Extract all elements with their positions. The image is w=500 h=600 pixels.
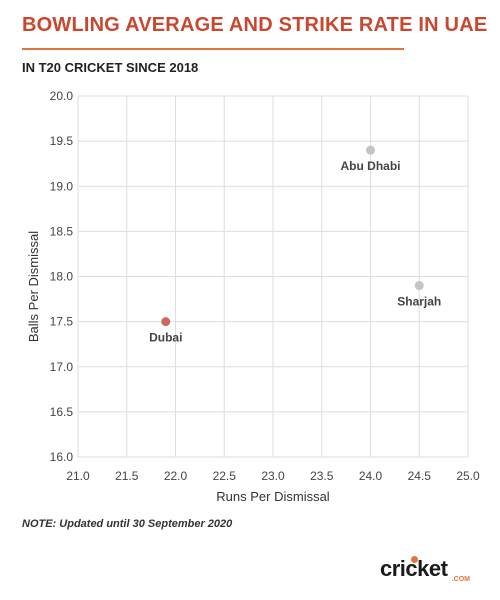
chart-title: BOWLING AVERAGE AND STRIKE RATE IN UAE [22,14,488,36]
y-tick-label: 20.0 [50,89,74,103]
x-tick-label: 23.0 [261,469,285,483]
y-tick-label: 18.5 [50,224,74,238]
x-tick-label: 21.0 [66,469,90,483]
footnote: NOTE: Updated until 30 September 2020 [22,518,233,530]
x-tick-label: 22.0 [164,469,188,483]
x-axis-label: Runs Per Dismissal [216,489,330,504]
y-axis-label: Balls Per Dismissal [26,231,41,342]
data-label-dubai: Dubai [149,331,182,345]
data-point-dubai [161,317,171,327]
y-tick-label: 19.5 [50,134,74,148]
x-tick-label: 24.0 [359,469,383,483]
x-tick-label: 23.5 [310,469,334,483]
chart-subtitle: IN T20 CRICKET SINCE 2018 [22,60,199,75]
data-point-sharjah [414,281,424,291]
x-tick-label: 22.5 [213,469,237,483]
y-tick-label: 17.5 [50,315,74,329]
y-tick-label: 19.0 [50,179,74,193]
x-tick-label: 25.0 [456,469,480,483]
scatter-chart: 21.0 21.5 22.0 22.5 23.0 23.5 24.0 24.5 25.0 16.0… [26,89,480,504]
x-tick-label: 24.5 [408,469,432,483]
cricket-com-logo: cricket .COM [380,556,480,584]
x-tick-label: 21.5 [115,469,139,483]
y-tick-label: 17.0 [50,360,74,374]
title-underline [22,48,404,50]
data-label-sharjah: Sharjah [397,295,441,309]
y-tick-label: 16.0 [50,450,74,464]
data-label-abu-dhabi: Abu Dhabi [341,159,401,173]
y-tick-label: 18.0 [50,270,74,284]
data-point-abu-dhabi [366,145,375,155]
logo-ball-icon [411,556,418,563]
logo-domain: .COM [451,576,470,583]
y-tick-label: 16.5 [50,405,74,419]
